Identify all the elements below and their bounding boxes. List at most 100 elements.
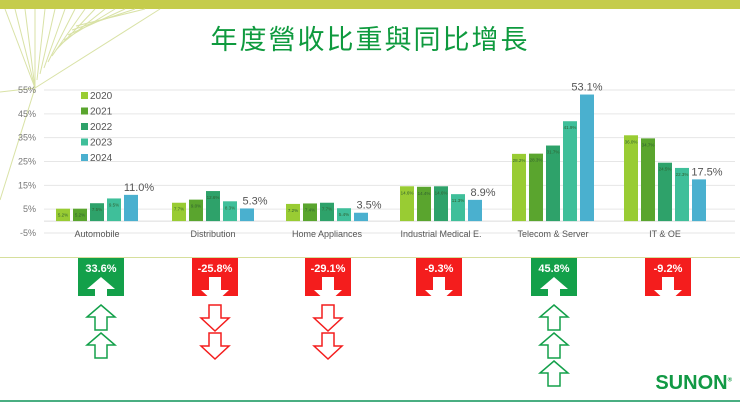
bar — [124, 194, 138, 222]
legend-label: 2023 — [90, 138, 113, 149]
highlight-value-label: 53.1% — [571, 82, 602, 94]
bar — [434, 186, 448, 222]
bar-value-label: 31.7% — [547, 150, 560, 155]
category-label: Distribution — [190, 229, 235, 239]
sunon-logo: SUNON® — [655, 372, 732, 395]
highlight-value-label: 5.3% — [242, 195, 267, 207]
bar — [240, 208, 254, 222]
bar — [90, 203, 104, 222]
bar — [529, 153, 543, 222]
highlight-value-label: 3.5% — [356, 200, 381, 212]
down-arrow-icon — [425, 277, 453, 303]
legend-swatch — [81, 138, 88, 146]
down-arrows — [199, 277, 231, 361]
bar — [451, 194, 465, 222]
category-label: Home Appliances — [292, 229, 363, 239]
bar-value-label: 24.5% — [659, 167, 672, 172]
bar-value-label: 14.4% — [418, 191, 431, 196]
legend-label: 2022 — [90, 122, 113, 133]
bar-value-label: 7.7% — [174, 207, 184, 212]
y-tick-label: 55% — [18, 85, 36, 95]
registered-mark: ® — [727, 377, 732, 384]
yoy-value: 33.6% — [85, 263, 117, 275]
highlight-value-label: 8.9% — [470, 187, 495, 199]
y-tick-label: -5% — [20, 228, 36, 238]
down-arrow-icon — [314, 277, 342, 303]
bar — [624, 135, 638, 222]
down-arrow-icon — [654, 277, 682, 303]
bar — [400, 186, 414, 222]
bar — [354, 212, 368, 222]
bar — [303, 203, 317, 222]
bar — [546, 145, 560, 222]
y-tick-label: 35% — [18, 133, 36, 143]
category-label: Automobile — [74, 229, 119, 239]
bar — [107, 198, 121, 222]
highlight-value-label: 17.5% — [691, 166, 722, 178]
down-arrow-icon — [199, 304, 231, 333]
bar — [563, 121, 577, 222]
bar — [337, 208, 351, 222]
category-label: Telecom & Server — [517, 229, 588, 239]
legend-swatch — [81, 92, 88, 99]
bar — [580, 94, 594, 222]
bar-value-label: 12.6% — [207, 195, 220, 200]
bar-value-label: 9.0% — [191, 204, 201, 209]
down-arrow-icon — [201, 277, 229, 303]
highlight-value-label: 11.0% — [124, 182, 155, 194]
legend-label: 2024 — [90, 153, 113, 164]
bar-value-label: 5.2% — [58, 213, 68, 218]
bar — [468, 199, 482, 222]
bar — [641, 138, 655, 222]
down-arrows — [654, 277, 682, 303]
bar-value-label: 41.9% — [564, 125, 577, 130]
up-arrow-icon — [537, 360, 571, 387]
y-tick-label: 5% — [23, 204, 36, 214]
separator-line — [0, 257, 740, 258]
down-arrow-icon — [312, 332, 344, 361]
bar-value-label: 11.3% — [452, 198, 464, 203]
bar — [223, 201, 237, 222]
bar — [320, 202, 334, 222]
legend-swatch — [81, 123, 88, 130]
yoy-value: 45.8% — [538, 263, 570, 275]
bar-chart: 55% 45% 35% 25% 15% 5% -5% 5.2% 5.2% 7.5% 9.5% 11.0… — [18, 82, 735, 239]
yoy-value: -25.8% — [197, 263, 233, 275]
up-arrows — [537, 277, 571, 387]
y-tick-label: 15% — [18, 180, 36, 190]
down-arrows — [425, 277, 453, 303]
page-title: 年度營收比重與同比增長 — [210, 25, 530, 56]
bar — [189, 199, 203, 222]
yoy-value: -29.1% — [310, 263, 346, 275]
bar-value-label: 5.2% — [75, 213, 85, 218]
bar-value-label: 34.7% — [642, 142, 655, 147]
yoy-value: -9.3% — [424, 263, 454, 275]
down-arrows — [312, 277, 344, 361]
down-arrow-icon — [312, 304, 344, 333]
up-arrow-icon — [84, 304, 118, 331]
bar-value-label: 14.6% — [401, 190, 414, 195]
bar — [206, 191, 220, 222]
yoy-value: -9.2% — [653, 263, 683, 275]
bar — [658, 162, 672, 222]
bar-value-label: 28.2% — [513, 158, 526, 163]
bar — [286, 203, 300, 222]
bar-value-label: 14.6% — [435, 190, 448, 195]
legend-swatch — [81, 154, 88, 161]
bar — [56, 208, 70, 222]
bar-value-label: 22.3% — [676, 172, 689, 177]
logo-text: SUNON — [655, 372, 728, 394]
up-arrow-icon — [87, 277, 115, 302]
bar — [692, 179, 706, 222]
category-label: IT & OE — [649, 229, 681, 239]
bar — [417, 186, 431, 222]
bar-value-label: 7.2% — [288, 208, 298, 213]
bar-value-label: 5.4% — [339, 212, 349, 217]
legend-label: 2020 — [90, 91, 113, 102]
legend-swatch — [81, 107, 88, 115]
top-banner — [0, 0, 740, 9]
bar — [172, 202, 186, 222]
decorative-lines — [0, 8, 161, 201]
up-arrow-icon — [540, 277, 568, 302]
up-arrows — [84, 277, 118, 359]
